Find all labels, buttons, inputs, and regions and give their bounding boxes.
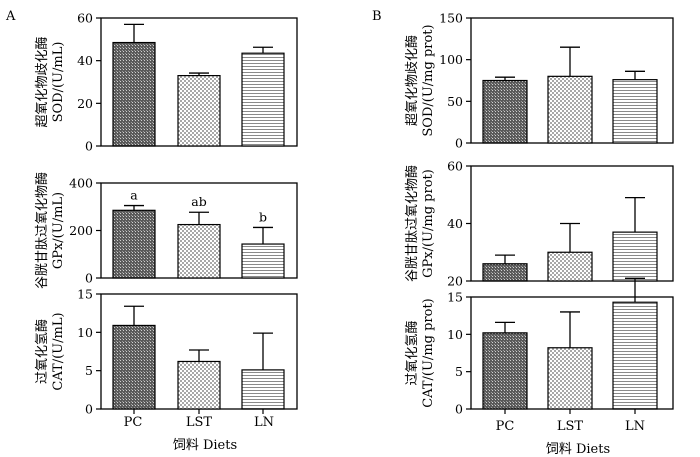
- bar-ln: [612, 301, 658, 410]
- subplot-cat: 0 5 10 15 过氧化氢酶 CAT/(U/mg prot): [404, 277, 674, 417]
- bar-ln: [612, 79, 658, 144]
- y-tick-label: 0: [85, 139, 93, 154]
- x-tick-label: LST: [186, 415, 213, 430]
- y-tick-label: 50: [447, 94, 463, 109]
- bar-lst: [177, 360, 221, 410]
- y-axis-label-en: CAT/(U/mg prot): [421, 298, 436, 408]
- panel-b: B PC LST LN 饲料 Diets: [372, 9, 645, 457]
- x-tick-label: PC: [124, 415, 143, 430]
- y-axis-label-en: CAT/(U/mL): [51, 312, 66, 390]
- y-tick-label: 200: [69, 223, 93, 238]
- y-tick-label: 150: [439, 11, 463, 26]
- panel-label: B: [372, 9, 382, 24]
- bar-pc: [482, 79, 528, 144]
- bar-pc: [482, 332, 528, 410]
- x-axis-label: 饲料 Diets: [546, 442, 610, 457]
- y-axis-label-cn: 过氧化氢酶: [404, 320, 420, 385]
- y-axis-label-cn: 过氧化氢酶: [34, 319, 50, 384]
- x-tick-label: LST: [557, 419, 584, 434]
- y-tick-label: 60: [447, 159, 463, 174]
- bar-ln: [241, 369, 285, 410]
- y-tick-label: 5: [455, 364, 463, 379]
- significance-label: ab: [191, 194, 206, 209]
- y-tick-label: 0: [455, 136, 463, 151]
- y-tick-label: 20: [77, 96, 93, 111]
- y-axis-label-en: SOD/(U/mL): [51, 42, 66, 123]
- bar-lst: [177, 223, 221, 279]
- y-axis-label-en: GPx/(U/mg prot): [421, 169, 436, 278]
- y-axis-label-cn: 谷胱甘肽过氧化物酶: [34, 172, 50, 289]
- significance-label: a: [130, 188, 138, 203]
- bar-pc: [482, 263, 528, 282]
- bar-lst: [177, 74, 221, 147]
- y-tick-label: 400: [69, 176, 93, 191]
- subplot-cat: 0 5 10 15 过氧化氢酶 CAT/(U/mL): [34, 287, 298, 417]
- x-tick-label: LN: [254, 415, 274, 430]
- y-tick-label: 10: [77, 325, 93, 340]
- y-tick-label: 0: [455, 402, 463, 417]
- panel-a: A PC LST LN 饲料 Diets: [5, 9, 274, 453]
- y-axis-label-en: GPx/(U/mL): [51, 192, 66, 269]
- panel-label: A: [5, 9, 16, 24]
- subplot-gpx: 20 40 60 谷胱甘肽过氧化物酶 GPx/(U/mg prot): [404, 159, 674, 289]
- x-tick-label: PC: [496, 419, 515, 434]
- y-tick-label: 40: [447, 216, 463, 231]
- y-tick-label: 0: [85, 271, 93, 286]
- x-axis-label: 饲料 Diets: [173, 438, 237, 453]
- panel-a-bars: 0 20 40 60 超氧化物歧化酶 SOD/(U/mL) 0 200 400 a ab b 谷胱甘肽过…: [34, 11, 298, 417]
- y-tick-label: 10: [447, 327, 463, 342]
- y-axis-label-cn: 超氧化物歧化酶: [34, 36, 50, 127]
- bar-ln: [241, 52, 285, 147]
- y-axis-label-en: SOD/(U/mg prot): [421, 24, 436, 136]
- bar-pc: [112, 324, 156, 410]
- y-tick-label: 0: [85, 402, 93, 417]
- panel-a-x-ticks: PC LST LN: [124, 415, 274, 430]
- y-axis-label-cn: 谷胱甘肽过氧化物酶: [404, 165, 420, 282]
- bar-pc: [112, 209, 156, 279]
- y-tick-label: 100: [439, 52, 463, 67]
- bar-lst: [547, 251, 593, 282]
- significance-label: b: [259, 209, 267, 224]
- y-tick-label: 15: [447, 290, 463, 305]
- subplot-gpx: 0 200 400 a ab b 谷胱甘肽过氧化物酶 GPx/(U/mL): [34, 172, 298, 289]
- bar-ln: [241, 243, 285, 279]
- bar-ln: [612, 231, 658, 282]
- panel-b-x-ticks: PC LST LN: [496, 419, 645, 434]
- subplot-sod: 0 50 100 150 超氧化物歧化酶 SOD/(U/mg prot): [404, 11, 674, 151]
- y-tick-label: 40: [77, 53, 93, 68]
- subplot-sod: 0 20 40 60 超氧化物歧化酶 SOD/(U/mL): [34, 11, 298, 154]
- bar-lst: [547, 347, 593, 410]
- y-axis-label-cn: 超氧化物歧化酶: [404, 35, 420, 126]
- x-tick-label: LN: [625, 419, 645, 434]
- y-tick-label: 5: [85, 363, 93, 378]
- bar-pc: [112, 41, 156, 147]
- bar-lst: [547, 75, 593, 144]
- y-tick-label: 20: [447, 274, 463, 289]
- y-tick-label: 15: [77, 287, 93, 302]
- y-tick-label: 60: [77, 11, 93, 26]
